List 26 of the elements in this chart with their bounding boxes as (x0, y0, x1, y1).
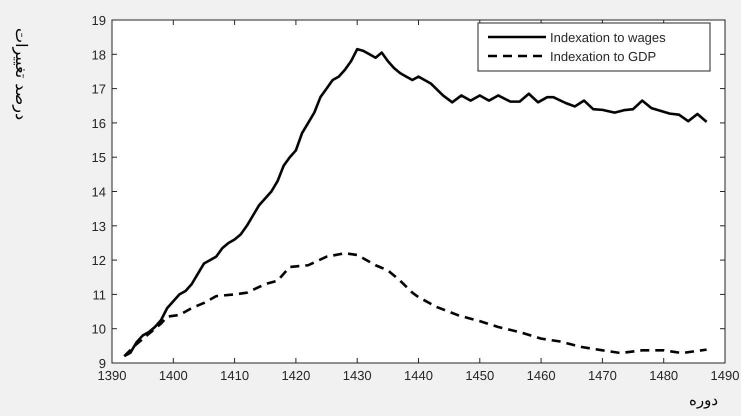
y-tick-label: 13 (92, 218, 106, 234)
x-tick-label: 1440 (404, 368, 433, 383)
y-tick-label: 19 (92, 13, 106, 28)
y-tick-label: 17 (92, 82, 106, 97)
x-tick-label: 1460 (526, 368, 556, 383)
x-tick-label: 1430 (342, 368, 372, 383)
x-tick-label: 1480 (649, 368, 678, 383)
y-tick-label: 15 (92, 150, 106, 166)
x-tick-label: 1470 (588, 368, 617, 383)
x-tick-label: 1490 (710, 368, 740, 383)
y-tick-label: 10 (92, 322, 106, 337)
x-axis-title: دوره (688, 391, 718, 409)
y-tick-label: 11 (92, 287, 106, 302)
x-tick-label: 1390 (98, 368, 126, 383)
x-tick-label: 1400 (158, 368, 188, 383)
y-tick-label: 16 (92, 116, 106, 131)
legend-label: Indexation to GDP (550, 49, 656, 64)
legend-label: Indexation to wages (550, 30, 666, 45)
y-tick-label: 18 (92, 47, 106, 62)
y-tick-label: 9 (98, 356, 106, 371)
x-tick-label: 1450 (465, 368, 494, 383)
x-tick-label: 1420 (281, 368, 310, 383)
y-axis-title: درصد تغییرات (12, 28, 31, 120)
y-tick-label: 12 (92, 253, 106, 268)
x-tick-label: 1410 (220, 368, 250, 383)
y-tick-label: 14 (92, 184, 106, 200)
